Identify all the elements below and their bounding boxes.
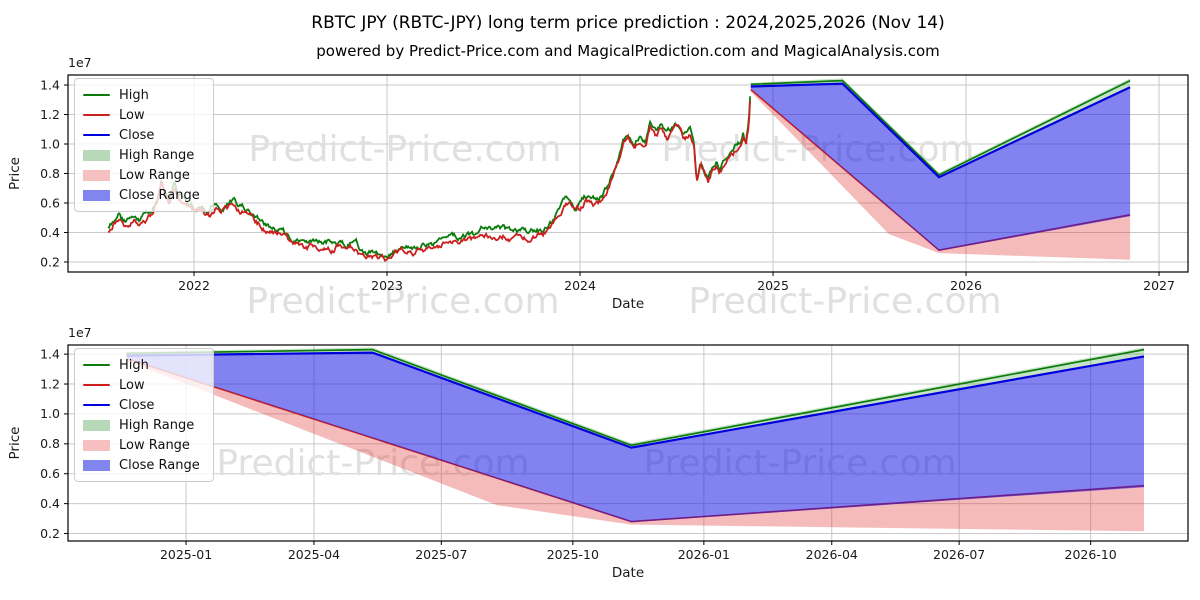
x-tick-label: 2025-04 bbox=[288, 547, 340, 562]
legend-main-chart: High Low Close High Range Low Range Close Ran… bbox=[74, 78, 214, 212]
legend-label: Low bbox=[119, 107, 145, 123]
forecast-high-line bbox=[126, 348, 1145, 447]
legend-label: High Range bbox=[119, 417, 195, 433]
close-range-band bbox=[750, 83, 1131, 251]
legend-line-swatch bbox=[83, 383, 110, 387]
axes-frame bbox=[67, 344, 1189, 542]
y-tick-label: 0.2 bbox=[40, 254, 60, 269]
y-tick-label: 1.4 bbox=[40, 77, 60, 92]
x-tick-label: 2027 bbox=[1143, 278, 1175, 293]
x-tick-label: 2026-01 bbox=[678, 547, 730, 562]
x-tick-label: 2024 bbox=[564, 278, 596, 293]
legend-patch-swatch bbox=[83, 419, 110, 431]
legend-label: Close bbox=[119, 127, 155, 143]
y-tick-label: 0.4 bbox=[40, 225, 60, 240]
x-tick-label: 2026 bbox=[950, 278, 982, 293]
y-tick-label: 0.2 bbox=[40, 526, 60, 541]
x-tick-label: 2022 bbox=[178, 278, 210, 293]
historical-low-line bbox=[108, 100, 751, 263]
legend-line-swatch bbox=[83, 403, 110, 407]
low-range-band bbox=[750, 89, 1131, 260]
legend-item-high: High bbox=[83, 355, 205, 375]
legend-patch-swatch bbox=[83, 459, 110, 471]
y-axis-label: Price bbox=[7, 157, 23, 190]
y-tick-label: 0.8 bbox=[40, 166, 60, 181]
y-tick-label: 0.6 bbox=[40, 195, 60, 210]
x-tick-label: 2023 bbox=[371, 278, 403, 293]
legend-line-swatch bbox=[83, 93, 110, 97]
y-tick-label: 1.4 bbox=[40, 346, 60, 361]
y-axis-multiplier-label: 1e7 bbox=[68, 55, 92, 70]
data-area bbox=[126, 347, 1145, 532]
y-tick-label: 1.0 bbox=[40, 136, 60, 151]
y-tick-label: 0.6 bbox=[40, 466, 60, 481]
forecast-close-line bbox=[750, 82, 1131, 179]
legend-label: Close Range bbox=[119, 457, 200, 473]
legend-item-close-range: Close Range bbox=[83, 185, 205, 205]
legend-line-swatch bbox=[83, 133, 110, 137]
legend-item-high-range: High Range bbox=[83, 415, 205, 435]
x-tick-label: 2026-04 bbox=[806, 547, 858, 562]
chart-subtitle: powered by Predict-Price.com and Magical… bbox=[316, 42, 940, 60]
low-range-band bbox=[126, 358, 1144, 532]
close-range-band bbox=[126, 352, 1144, 523]
forecast-close-line bbox=[126, 351, 1145, 449]
legend-label: Low Range bbox=[119, 437, 190, 453]
legend-item-low-range: Low Range bbox=[83, 435, 205, 455]
y-axis-label: Price bbox=[7, 427, 23, 460]
legend-label: High Range bbox=[119, 147, 195, 163]
watermark-text: Predict-Price.com bbox=[246, 281, 559, 322]
x-tick-label: 2025-10 bbox=[547, 547, 599, 562]
legend-label: High bbox=[119, 87, 149, 103]
historical-high-line bbox=[107, 96, 751, 259]
x-tick-label: 2025-07 bbox=[415, 547, 467, 562]
legend-item-close-range: Close Range bbox=[83, 455, 205, 475]
legend-label: High bbox=[119, 357, 149, 373]
x-tick-label: 2025-01 bbox=[160, 547, 212, 562]
chart-title: RBTC JPY (RBTC-JPY) long term price pred… bbox=[311, 13, 945, 33]
y-tick-label: 0.4 bbox=[40, 496, 60, 511]
legend-item-low-range: Low Range bbox=[83, 165, 205, 185]
y-tick-label: 0.8 bbox=[40, 436, 60, 451]
data-area bbox=[107, 78, 1131, 263]
x-tick-label: 2026-07 bbox=[933, 547, 985, 562]
legend-forecast-chart: High Low Close High Range Low Range Close Ran… bbox=[74, 348, 214, 482]
x-tick-label: 2025 bbox=[757, 278, 789, 293]
y-tick-label: 1.0 bbox=[40, 406, 60, 421]
x-axis-label: Date bbox=[612, 565, 644, 581]
legend-item-high: High bbox=[83, 85, 205, 105]
x-tick-label: 2026-10 bbox=[1065, 547, 1117, 562]
legend-patch-swatch bbox=[83, 149, 110, 161]
legend-item-close: Close bbox=[83, 395, 205, 415]
legend-line-swatch bbox=[83, 363, 110, 367]
y-tick-label: 1.2 bbox=[40, 376, 60, 391]
legend-patch-swatch bbox=[83, 189, 110, 201]
legend-line-swatch bbox=[83, 113, 110, 117]
legend-patch-swatch bbox=[83, 439, 110, 451]
legend-label: Close bbox=[119, 397, 155, 413]
chart-forecast: Predict-Price.comPredict-Price.com2025-0… bbox=[7, 325, 1189, 581]
legend-item-low: Low bbox=[83, 105, 205, 125]
y-tick-label: 1.2 bbox=[40, 107, 60, 122]
legend-label: Close Range bbox=[119, 187, 200, 203]
legend-patch-swatch bbox=[83, 169, 110, 181]
chart-main: Predict-Price.com Predict-Price.com Predic… bbox=[7, 55, 1189, 322]
x-axis-label: Date bbox=[612, 296, 644, 312]
watermark-text: Predict-Price.com bbox=[248, 129, 561, 170]
forecast-high-line bbox=[750, 79, 1131, 177]
y-axis-multiplier-label: 1e7 bbox=[68, 325, 92, 340]
watermark-text: Predict-Price.com bbox=[688, 281, 1001, 322]
legend-item-high-range: High Range bbox=[83, 145, 205, 165]
legend-label: Low bbox=[119, 377, 145, 393]
legend-item-close: Close bbox=[83, 125, 205, 145]
legend-label: Low Range bbox=[119, 167, 190, 183]
legend-item-low: Low bbox=[83, 375, 205, 395]
